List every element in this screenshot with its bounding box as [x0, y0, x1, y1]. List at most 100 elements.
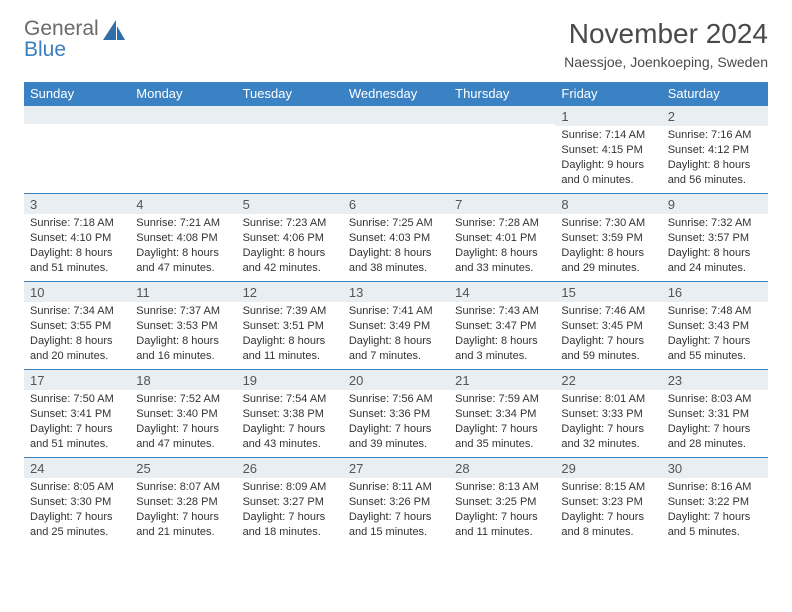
calendar-day-cell: 30Sunrise: 8:16 AMSunset: 3:22 PMDayligh…	[662, 458, 768, 546]
calendar-week-row: 17Sunrise: 7:50 AMSunset: 3:41 PMDayligh…	[24, 370, 768, 458]
weekday-header: Wednesday	[343, 82, 449, 106]
daylight-text: Daylight: 8 hours and 51 minutes.	[30, 246, 124, 276]
calendar-day-cell: 2Sunrise: 7:16 AMSunset: 4:12 PMDaylight…	[662, 106, 768, 194]
calendar-day-cell: 6Sunrise: 7:25 AMSunset: 4:03 PMDaylight…	[343, 194, 449, 282]
weekday-header-row: Sunday Monday Tuesday Wednesday Thursday…	[24, 82, 768, 106]
sunset-text: Sunset: 4:10 PM	[30, 231, 124, 246]
calendar-day-cell	[449, 106, 555, 194]
weekday-header: Monday	[130, 82, 236, 106]
sunrise-text: Sunrise: 7:30 AM	[561, 216, 655, 231]
daylight-text: Daylight: 8 hours and 24 minutes.	[668, 246, 762, 276]
sunset-text: Sunset: 3:33 PM	[561, 407, 655, 422]
daylight-text: Daylight: 8 hours and 29 minutes.	[561, 246, 655, 276]
day-number: 11	[130, 282, 236, 302]
day-number	[24, 106, 130, 124]
sunrise-text: Sunrise: 7:41 AM	[349, 304, 443, 319]
sunrise-text: Sunrise: 8:09 AM	[243, 480, 337, 495]
calendar-day-cell: 23Sunrise: 8:03 AMSunset: 3:31 PMDayligh…	[662, 370, 768, 458]
day-number: 23	[662, 370, 768, 390]
calendar-day-cell: 7Sunrise: 7:28 AMSunset: 4:01 PMDaylight…	[449, 194, 555, 282]
day-number: 19	[237, 370, 343, 390]
sunrise-text: Sunrise: 7:50 AM	[30, 392, 124, 407]
weekday-header: Friday	[555, 82, 661, 106]
day-number: 24	[24, 458, 130, 478]
day-data: Sunrise: 8:05 AMSunset: 3:30 PMDaylight:…	[24, 478, 130, 543]
sunrise-text: Sunrise: 7:48 AM	[668, 304, 762, 319]
daylight-text: Daylight: 7 hours and 21 minutes.	[136, 510, 230, 540]
sunset-text: Sunset: 3:27 PM	[243, 495, 337, 510]
day-number	[343, 106, 449, 124]
calendar-week-row: 10Sunrise: 7:34 AMSunset: 3:55 PMDayligh…	[24, 282, 768, 370]
daylight-text: Daylight: 7 hours and 43 minutes.	[243, 422, 337, 452]
day-number	[130, 106, 236, 124]
day-data: Sunrise: 7:23 AMSunset: 4:06 PMDaylight:…	[237, 214, 343, 279]
calendar-day-cell	[343, 106, 449, 194]
sunrise-text: Sunrise: 7:59 AM	[455, 392, 549, 407]
day-data: Sunrise: 8:01 AMSunset: 3:33 PMDaylight:…	[555, 390, 661, 455]
daylight-text: Daylight: 8 hours and 20 minutes.	[30, 334, 124, 364]
sunrise-text: Sunrise: 7:18 AM	[30, 216, 124, 231]
sunrise-text: Sunrise: 7:39 AM	[243, 304, 337, 319]
sunrise-text: Sunrise: 7:37 AM	[136, 304, 230, 319]
calendar-day-cell: 9Sunrise: 7:32 AMSunset: 3:57 PMDaylight…	[662, 194, 768, 282]
day-data: Sunrise: 7:54 AMSunset: 3:38 PMDaylight:…	[237, 390, 343, 455]
calendar-day-cell: 19Sunrise: 7:54 AMSunset: 3:38 PMDayligh…	[237, 370, 343, 458]
day-data: Sunrise: 7:21 AMSunset: 4:08 PMDaylight:…	[130, 214, 236, 279]
sunrise-text: Sunrise: 7:16 AM	[668, 128, 762, 143]
calendar-day-cell: 24Sunrise: 8:05 AMSunset: 3:30 PMDayligh…	[24, 458, 130, 546]
day-number: 29	[555, 458, 661, 478]
sunrise-text: Sunrise: 8:11 AM	[349, 480, 443, 495]
sunrise-text: Sunrise: 7:56 AM	[349, 392, 443, 407]
sunrise-text: Sunrise: 8:05 AM	[30, 480, 124, 495]
daylight-text: Daylight: 7 hours and 35 minutes.	[455, 422, 549, 452]
sunrise-text: Sunrise: 7:23 AM	[243, 216, 337, 231]
sunset-text: Sunset: 4:12 PM	[668, 143, 762, 158]
day-data: Sunrise: 7:37 AMSunset: 3:53 PMDaylight:…	[130, 302, 236, 367]
calendar-day-cell: 1Sunrise: 7:14 AMSunset: 4:15 PMDaylight…	[555, 106, 661, 194]
sunset-text: Sunset: 4:01 PM	[455, 231, 549, 246]
sunset-text: Sunset: 3:38 PM	[243, 407, 337, 422]
sunset-text: Sunset: 3:26 PM	[349, 495, 443, 510]
day-number: 28	[449, 458, 555, 478]
day-data: Sunrise: 7:46 AMSunset: 3:45 PMDaylight:…	[555, 302, 661, 367]
day-data: Sunrise: 8:15 AMSunset: 3:23 PMDaylight:…	[555, 478, 661, 543]
calendar-day-cell: 15Sunrise: 7:46 AMSunset: 3:45 PMDayligh…	[555, 282, 661, 370]
day-number: 10	[24, 282, 130, 302]
sunrise-text: Sunrise: 8:03 AM	[668, 392, 762, 407]
day-number: 8	[555, 194, 661, 214]
sunset-text: Sunset: 3:41 PM	[30, 407, 124, 422]
daylight-text: Daylight: 7 hours and 59 minutes.	[561, 334, 655, 364]
day-data: Sunrise: 7:56 AMSunset: 3:36 PMDaylight:…	[343, 390, 449, 455]
daylight-text: Daylight: 8 hours and 47 minutes.	[136, 246, 230, 276]
logo-line1: General	[24, 18, 99, 39]
sunset-text: Sunset: 3:43 PM	[668, 319, 762, 334]
sunset-text: Sunset: 3:31 PM	[668, 407, 762, 422]
calendar-day-cell: 29Sunrise: 8:15 AMSunset: 3:23 PMDayligh…	[555, 458, 661, 546]
day-number: 7	[449, 194, 555, 214]
day-number: 21	[449, 370, 555, 390]
sunset-text: Sunset: 3:53 PM	[136, 319, 230, 334]
day-number: 6	[343, 194, 449, 214]
day-data: Sunrise: 7:16 AMSunset: 4:12 PMDaylight:…	[662, 126, 768, 191]
day-number: 13	[343, 282, 449, 302]
logo: General Blue	[24, 18, 127, 60]
sunset-text: Sunset: 3:28 PM	[136, 495, 230, 510]
daylight-text: Daylight: 8 hours and 56 minutes.	[668, 158, 762, 188]
day-data: Sunrise: 7:28 AMSunset: 4:01 PMDaylight:…	[449, 214, 555, 279]
daylight-text: Daylight: 7 hours and 51 minutes.	[30, 422, 124, 452]
day-number: 18	[130, 370, 236, 390]
sunrise-text: Sunrise: 7:28 AM	[455, 216, 549, 231]
daylight-text: Daylight: 9 hours and 0 minutes.	[561, 158, 655, 188]
day-number: 1	[555, 106, 661, 126]
daylight-text: Daylight: 7 hours and 18 minutes.	[243, 510, 337, 540]
sunset-text: Sunset: 3:55 PM	[30, 319, 124, 334]
calendar-day-cell: 4Sunrise: 7:21 AMSunset: 4:08 PMDaylight…	[130, 194, 236, 282]
daylight-text: Daylight: 8 hours and 38 minutes.	[349, 246, 443, 276]
daylight-text: Daylight: 7 hours and 32 minutes.	[561, 422, 655, 452]
calendar-week-row: 24Sunrise: 8:05 AMSunset: 3:30 PMDayligh…	[24, 458, 768, 546]
day-data: Sunrise: 7:25 AMSunset: 4:03 PMDaylight:…	[343, 214, 449, 279]
sunset-text: Sunset: 4:08 PM	[136, 231, 230, 246]
sail-icon	[103, 20, 127, 47]
calendar-day-cell: 13Sunrise: 7:41 AMSunset: 3:49 PMDayligh…	[343, 282, 449, 370]
calendar-day-cell	[24, 106, 130, 194]
